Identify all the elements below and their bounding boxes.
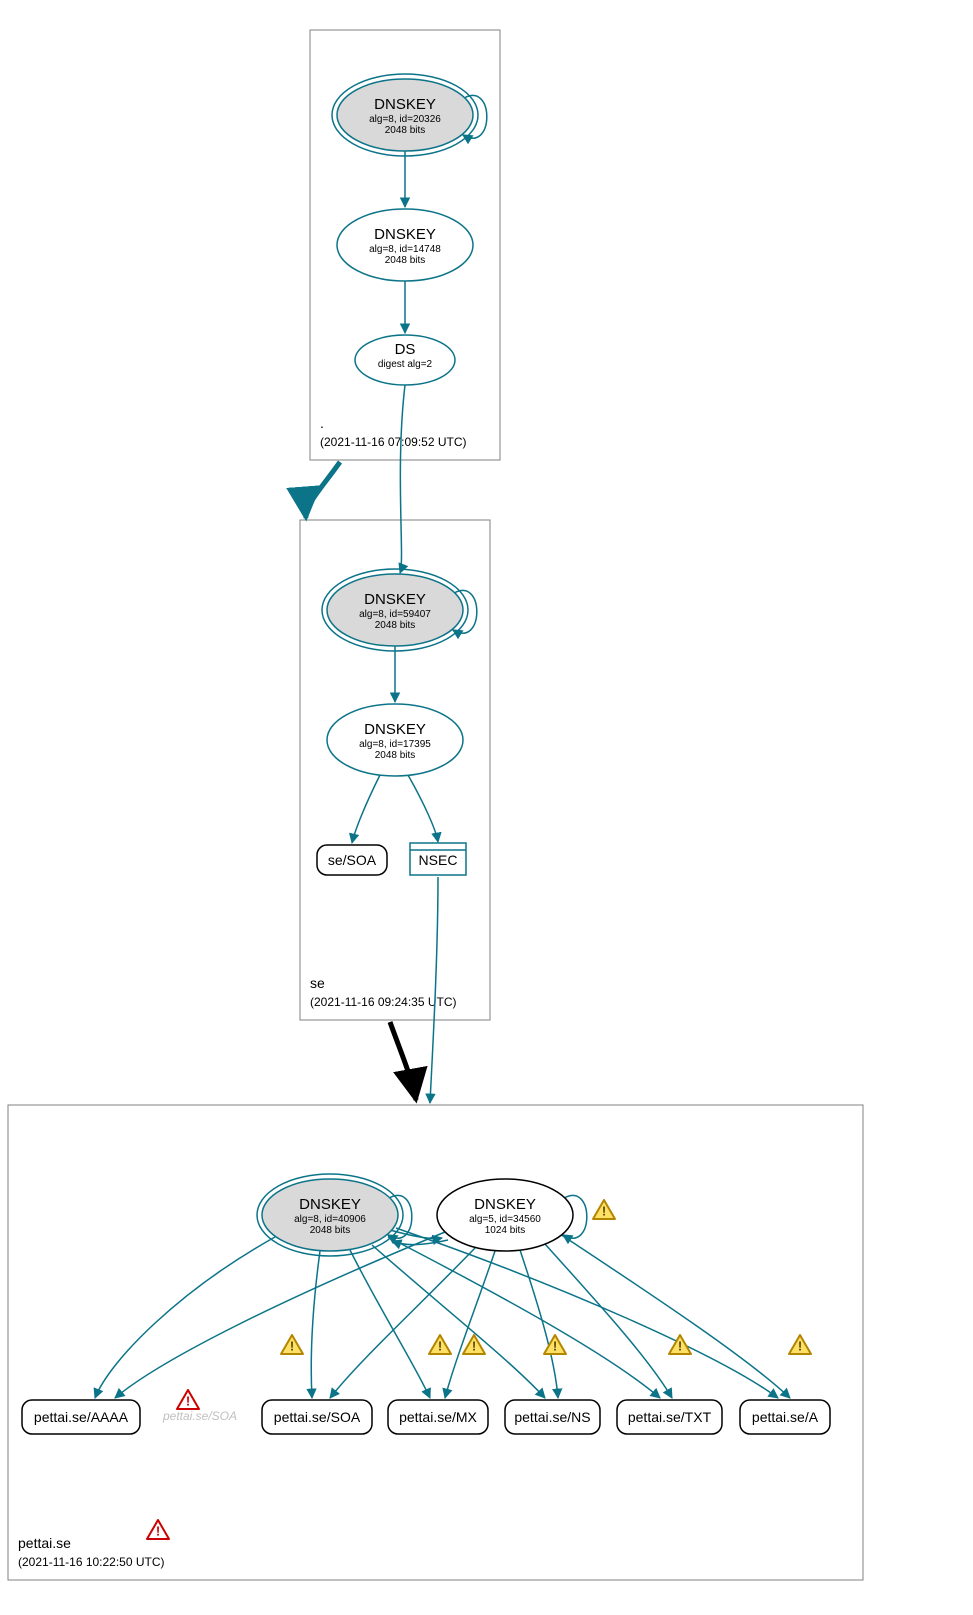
node-bits: 2048 bits — [385, 125, 426, 136]
zone-label: se — [310, 975, 325, 991]
rr-faded-soa: pettai.se/SOA — [162, 1409, 237, 1423]
zone-timestamp: (2021-11-16 10:22:50 UTC) — [18, 1555, 165, 1569]
node-title: DNSKEY — [374, 96, 436, 113]
node-bits: 1024 bits — [485, 1225, 526, 1236]
rr-label: pettai.se/TXT — [628, 1409, 712, 1425]
warning-yellow-icon: ! — [789, 1335, 811, 1354]
node-p_zsk_w: DNSKEYalg=5, id=345601024 bits — [437, 1179, 573, 1251]
node-bits: 2048 bits — [310, 1225, 351, 1236]
rr-label: se/SOA — [328, 852, 377, 868]
node-bits: 2048 bits — [385, 255, 426, 266]
rr-label: pettai.se/AAAA — [34, 1409, 129, 1425]
node-se_zsk: DNSKEYalg=8, id=173952048 bits — [327, 704, 463, 776]
node-p_ksk: DNSKEYalg=8, id=409062048 bits — [257, 1174, 403, 1256]
rr-p_txt: pettai.se/TXT — [617, 1400, 722, 1434]
svg-text:!: ! — [186, 1394, 190, 1409]
rr-se_nsec: NSEC — [410, 843, 466, 875]
rr-p_mx: pettai.se/MX — [388, 1400, 488, 1434]
node-detail: alg=8, id=59407 — [359, 609, 431, 620]
rr-p_ns: pettai.se/NS — [505, 1400, 600, 1434]
svg-text:!: ! — [156, 1524, 160, 1539]
node-title: DNSKEY — [374, 226, 436, 243]
rr-label: pettai.se/SOA — [274, 1409, 361, 1425]
node-detail: alg=5, id=34560 — [469, 1214, 541, 1225]
node-title: DNSKEY — [299, 1196, 361, 1213]
svg-text:!: ! — [553, 1339, 557, 1354]
node-title: DNSKEY — [364, 591, 426, 608]
zone-timestamp: (2021-11-16 07:09:52 UTC) — [320, 435, 467, 449]
node-bits: 2048 bits — [375, 620, 416, 631]
warning-yellow-icon: ! — [463, 1335, 485, 1354]
svg-text:!: ! — [290, 1339, 294, 1354]
svg-text:!: ! — [472, 1339, 476, 1354]
node-bits: 2048 bits — [375, 750, 416, 761]
warning-yellow-icon: ! — [669, 1335, 691, 1354]
node-title: DNSKEY — [474, 1196, 536, 1213]
rr-se_soa: se/SOA — [317, 845, 387, 875]
svg-text:!: ! — [678, 1339, 682, 1354]
node-title: DS — [395, 341, 416, 358]
node-root_ds: DSdigest alg=2 — [355, 335, 455, 385]
zone-label: . — [320, 415, 324, 431]
rr-label: pettai.se/NS — [514, 1409, 590, 1425]
svg-text:!: ! — [798, 1339, 802, 1354]
warning-yellow-icon: ! — [281, 1335, 303, 1354]
dnssec-diagram: . (2021-11-16 07:09:52 UTC) se (2021-11-16 … — [0, 0, 973, 1615]
rr-label: pettai.se/A — [752, 1409, 819, 1425]
rr-p_aaaa: pettai.se/AAAA — [22, 1400, 140, 1434]
rr-p_a: pettai.se/A — [740, 1400, 830, 1434]
node-detail: alg=8, id=40906 — [294, 1214, 366, 1225]
warning-yellow-icon: ! — [429, 1335, 451, 1354]
warning-yellow-icon: ! — [593, 1200, 615, 1219]
warning-red-icon: ! — [147, 1520, 169, 1539]
rr-p_soa: pettai.se/SOA — [262, 1400, 372, 1434]
zone-label: pettai.se — [18, 1535, 71, 1551]
node-detail: digest alg=2 — [378, 359, 433, 370]
node-root_zsk: DNSKEYalg=8, id=147482048 bits — [337, 209, 473, 281]
rr-label: NSEC — [419, 852, 458, 868]
svg-text:!: ! — [438, 1339, 442, 1354]
node-detail: alg=8, id=14748 — [369, 244, 441, 255]
svg-text:!: ! — [602, 1204, 606, 1219]
node-root_ksk: DNSKEYalg=8, id=203262048 bits — [332, 74, 478, 156]
warning-red-icon: ! — [177, 1390, 199, 1409]
rr-label: pettai.se/MX — [399, 1409, 477, 1425]
node-se_ksk: DNSKEYalg=8, id=594072048 bits — [322, 569, 468, 651]
node-detail: alg=8, id=17395 — [359, 739, 431, 750]
node-detail: alg=8, id=20326 — [369, 114, 441, 125]
node-title: DNSKEY — [364, 721, 426, 738]
